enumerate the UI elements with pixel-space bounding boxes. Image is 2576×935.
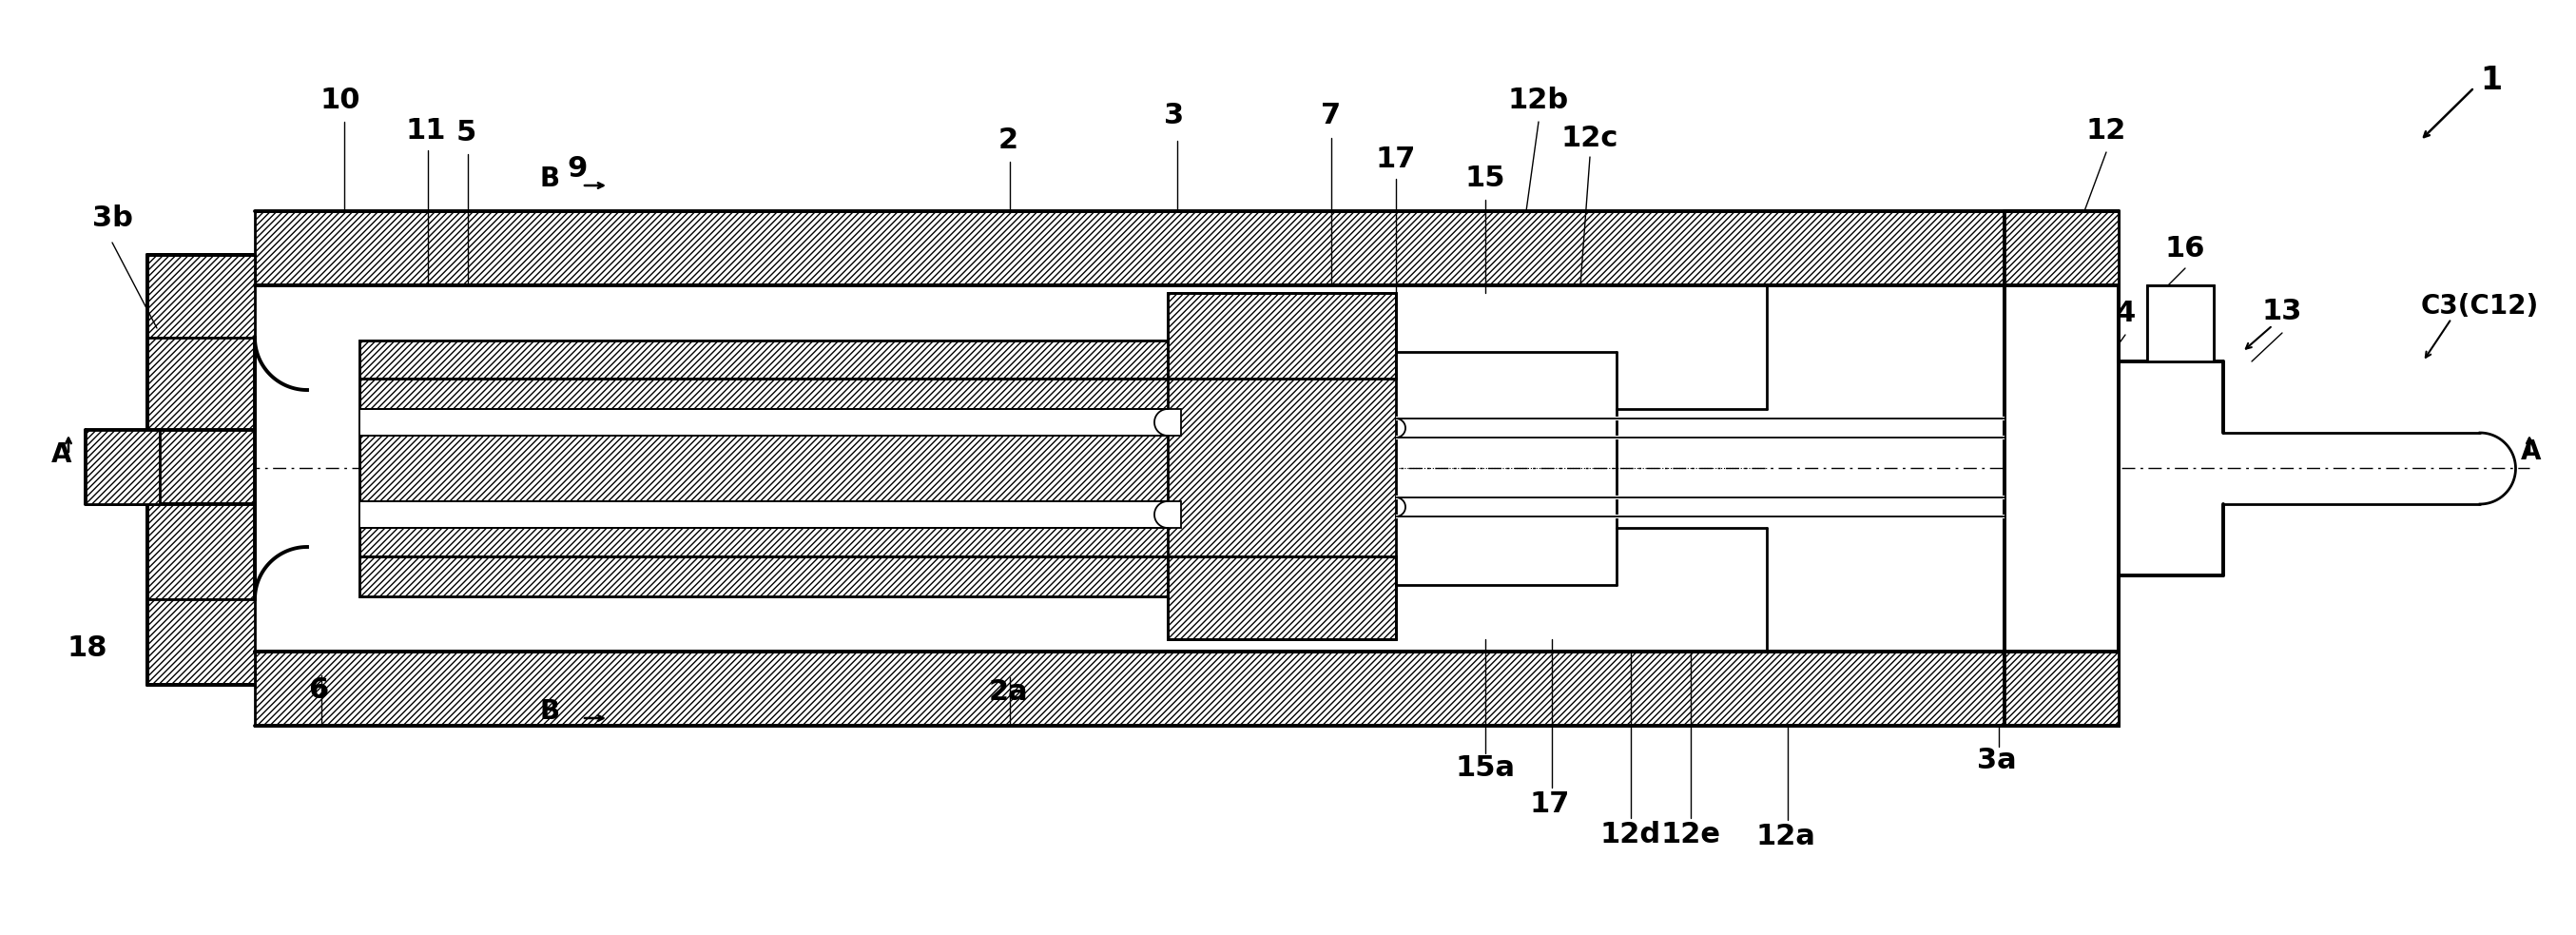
Text: A: A xyxy=(52,441,72,468)
Text: A: A xyxy=(2522,439,2543,465)
Bar xyxy=(1396,514,2004,518)
Text: 17: 17 xyxy=(1376,146,1417,174)
Bar xyxy=(147,255,255,338)
Text: 5: 5 xyxy=(456,120,477,147)
Bar xyxy=(2004,211,2117,726)
Bar xyxy=(147,599,255,684)
Bar xyxy=(2148,285,2213,362)
Bar xyxy=(1396,496,2004,499)
Bar xyxy=(361,409,1180,436)
Text: B: B xyxy=(538,165,559,192)
Text: 4: 4 xyxy=(2115,300,2136,327)
Text: 2a: 2a xyxy=(989,679,1028,706)
Text: 7: 7 xyxy=(1321,102,1342,130)
Bar xyxy=(1167,293,1396,379)
Bar xyxy=(361,530,1206,597)
Bar xyxy=(255,652,2004,726)
Text: 13: 13 xyxy=(2262,298,2303,325)
Text: 2: 2 xyxy=(997,127,1018,154)
Text: 15: 15 xyxy=(1466,165,1504,193)
Text: 17: 17 xyxy=(1530,790,1571,817)
Text: 3b: 3b xyxy=(93,205,131,233)
Text: 12: 12 xyxy=(2087,118,2125,145)
Text: 3a: 3a xyxy=(1978,747,2017,775)
Bar xyxy=(361,340,1206,407)
Text: C3(C12): C3(C12) xyxy=(2421,293,2540,320)
Text: 12c: 12c xyxy=(1561,124,1618,151)
Bar xyxy=(361,379,1396,556)
Bar xyxy=(85,430,160,504)
Bar xyxy=(1396,417,2004,421)
Text: B: B xyxy=(538,698,559,725)
Text: 18: 18 xyxy=(67,635,108,663)
Bar xyxy=(255,211,2004,285)
Bar xyxy=(361,501,1180,528)
Bar xyxy=(2004,652,2117,726)
Bar xyxy=(2004,211,2117,285)
Bar xyxy=(147,338,255,599)
Bar xyxy=(361,409,1180,436)
Text: 15a: 15a xyxy=(1455,755,1515,783)
Text: 12d: 12d xyxy=(1600,821,1662,849)
Text: 12a: 12a xyxy=(1757,823,1816,851)
Bar xyxy=(1167,556,1396,640)
Text: 16: 16 xyxy=(2164,236,2205,263)
Text: 12b: 12b xyxy=(1507,86,1569,114)
Text: 11: 11 xyxy=(407,118,446,145)
Text: 6: 6 xyxy=(309,676,330,703)
Text: 3: 3 xyxy=(1164,102,1185,130)
Text: 1: 1 xyxy=(2481,65,2501,96)
Text: 10: 10 xyxy=(319,86,361,114)
Bar xyxy=(1396,436,2004,439)
Bar xyxy=(361,501,1180,528)
Text: 9: 9 xyxy=(567,155,587,183)
Text: 12e: 12e xyxy=(1662,821,1721,849)
